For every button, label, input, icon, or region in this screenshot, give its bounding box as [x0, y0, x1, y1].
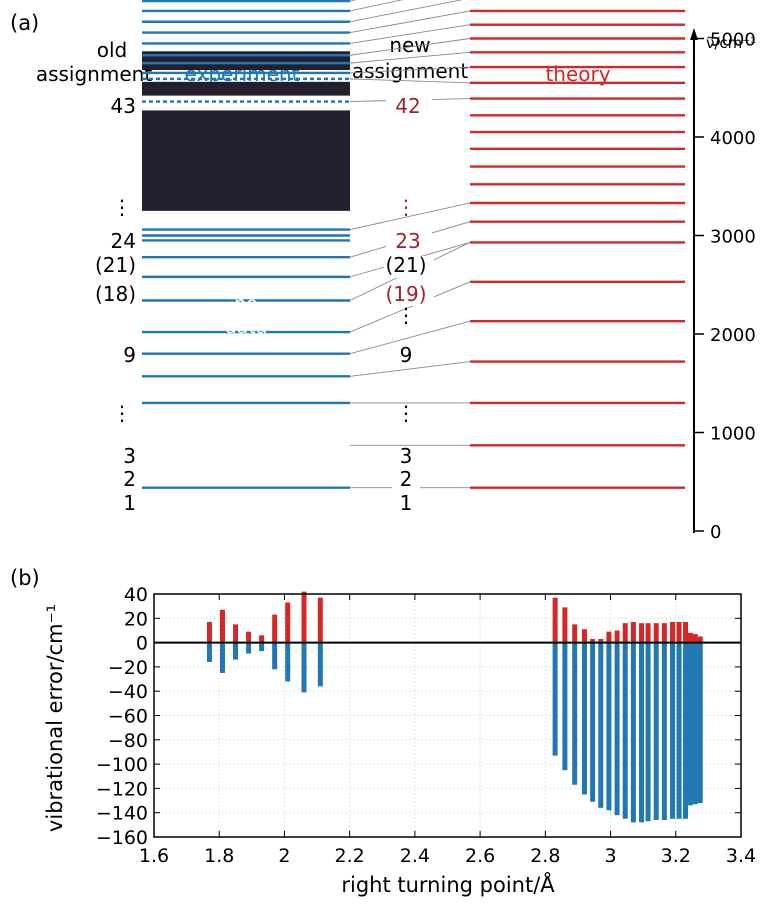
new-label: 9 — [400, 343, 413, 367]
panel-a-label: (a) — [10, 11, 39, 35]
new-label: ⋮ — [396, 195, 416, 219]
y-axis-title: vibrational error/cm⁻¹ — [43, 604, 67, 832]
new-label: 42 — [395, 94, 420, 118]
nodata-label-line1: no — [234, 293, 258, 315]
assignment-connector — [349, 0, 404, 12]
y-tick-label: −140 — [96, 803, 148, 825]
new-label: 2 — [400, 467, 413, 491]
x-tick-label: 3.2 — [661, 845, 691, 867]
assignment-connector — [349, 320, 471, 355]
y-tick-label: −160 — [96, 827, 148, 849]
assignment-connector — [349, 24, 471, 44]
nodata-block — [142, 110, 350, 211]
old-label: 43 — [111, 94, 136, 118]
old-assignment-header-line1: old — [97, 38, 128, 62]
old-assignment-header-line2: assignment — [36, 62, 152, 86]
assignment-connector — [349, 0, 463, 23]
x-tick-label: 2.6 — [465, 845, 495, 867]
old-label: 3 — [123, 444, 136, 468]
energy-axis-tick-label: 2000 — [710, 325, 756, 346]
y-tick-label: −80 — [108, 730, 148, 752]
new-label: 23 — [395, 229, 420, 253]
energy-axis-tick-label: 0 — [710, 522, 721, 543]
assignment-connector — [349, 66, 471, 74]
assignment-connector — [349, 10, 471, 34]
assignment-connector — [349, 78, 471, 84]
y-tick-label: −100 — [96, 754, 148, 776]
new-assignment-labels: 42 ⋮ 23 (21) (19) ⋮ 9 ⋮ 3 2 1 — [384, 94, 434, 516]
assignment-connector — [349, 361, 471, 377]
new-label: (19) — [385, 282, 426, 306]
y-tick-label: −40 — [108, 681, 148, 703]
y-tick-label: −120 — [96, 778, 148, 800]
y-tick-label: 20 — [124, 608, 148, 630]
y-tick-label: −60 — [108, 706, 148, 728]
x-tick-label: 2.8 — [530, 845, 560, 867]
energy-axis-tick-label: 3000 — [710, 227, 756, 248]
assignment-connector — [349, 38, 471, 56]
old-label: 24 — [111, 229, 136, 253]
new-label: 1 — [400, 491, 413, 515]
nodata-block — [142, 81, 350, 96]
x-tick-label: 1.6 — [139, 845, 169, 867]
old-label: 2 — [123, 467, 136, 491]
y-tick-label: 0 — [136, 633, 148, 655]
assignment-connector — [349, 281, 471, 333]
x-axis-title: right turning point/Å — [341, 871, 555, 897]
assignment-connector — [349, 0, 357, 2]
assignment-connector — [349, 202, 471, 231]
x-tick-label: 1.8 — [204, 845, 234, 867]
x-tick-label: 3.4 — [726, 845, 756, 867]
new-label: ⋮ — [396, 401, 416, 425]
energy-axis-unit: ν̃/cm⁻¹ — [706, 34, 756, 52]
x-tick-label: 2 — [278, 845, 290, 867]
energy-axis-tick-label: 4000 — [710, 128, 756, 149]
new-label: ⋮ — [396, 303, 416, 327]
old-label: 1 — [123, 491, 136, 515]
energy-axis-arrow — [690, 28, 698, 40]
x-tick-label: 3 — [605, 845, 617, 867]
old-label: ⋮ — [112, 195, 132, 219]
old-assignment-labels: 43 ⋮ 24 (21) (18) 9 ⋮ 3 2 1 — [95, 94, 136, 515]
old-label: ⋮ — [112, 401, 132, 425]
energy-axis-tick-label: 1000 — [710, 424, 756, 445]
panel-a-diagram: 010002000300040005000600070008000 — [142, 0, 756, 543]
x-tick-label: 2.2 — [335, 845, 365, 867]
panel-b-label: (b) — [10, 566, 40, 590]
new-assignment-header-line2: assignment — [352, 59, 468, 83]
new-label: 3 — [400, 444, 413, 468]
assignment-connector — [349, 51, 471, 64]
y-tick-label: 40 — [124, 584, 148, 606]
new-label: (21) — [385, 253, 426, 277]
energy-axis-tick-label: 5000 — [710, 30, 756, 51]
old-label: (18) — [95, 282, 136, 306]
nodata-label-line2: data — [225, 316, 268, 338]
old-label: 9 — [123, 343, 136, 367]
old-label: (21) — [95, 253, 136, 277]
x-tick-label: 2.4 — [400, 845, 430, 867]
y-tick-label: −20 — [108, 657, 148, 679]
